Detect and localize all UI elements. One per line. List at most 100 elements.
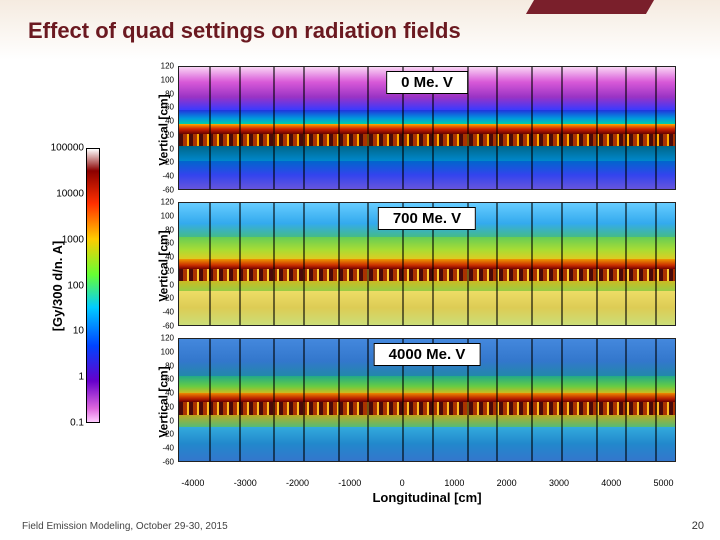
periodic-marker: [367, 203, 369, 325]
y-tick: -40: [162, 444, 174, 453]
colorbar-tick: 10000: [56, 188, 84, 199]
y-tick: 20: [165, 130, 174, 139]
colorbar-label: [Gy/300 d/n. A]: [50, 240, 65, 331]
y-tick: -20: [162, 294, 174, 303]
y-tick: -60: [162, 322, 174, 331]
heatmap-band: [179, 402, 675, 414]
x-tick: 5000: [654, 478, 674, 488]
periodic-marker: [239, 203, 241, 325]
heatmap-band: [179, 146, 675, 161]
y-tick: -40: [162, 172, 174, 181]
periodic-marker: [338, 339, 340, 461]
periodic-marker: [596, 339, 598, 461]
heatmap-plot: 4000 Me. V: [178, 338, 676, 462]
page-number: 20: [692, 520, 704, 532]
periodic-marker: [655, 67, 657, 189]
heatmap-band: [179, 161, 675, 189]
heatmap-band: [179, 110, 675, 125]
periodic-marker: [338, 67, 340, 189]
periodic-marker: [303, 339, 305, 461]
header-accent: [526, 0, 654, 14]
y-tick: 40: [165, 117, 174, 126]
y-tick: 40: [165, 253, 174, 262]
y-tick: -60: [162, 458, 174, 467]
x-tick: 1000: [444, 478, 464, 488]
panel-badge: 4000 Me. V: [374, 343, 481, 366]
periodic-marker: [338, 203, 340, 325]
periodic-marker: [561, 67, 563, 189]
periodic-marker: [596, 203, 598, 325]
y-tick: -20: [162, 158, 174, 167]
colorbar-tick: 0.1: [70, 418, 84, 429]
periodic-marker: [561, 339, 563, 461]
heatmap-plot: 700 Me. V: [178, 202, 676, 326]
y-tick: 60: [165, 375, 174, 384]
periodic-marker: [209, 203, 211, 325]
colorbar: [86, 148, 100, 423]
periodic-marker: [367, 339, 369, 461]
periodic-marker: [496, 339, 498, 461]
y-tick: 60: [165, 239, 174, 248]
heatmap-band: [179, 427, 675, 461]
x-tick: 2000: [497, 478, 517, 488]
periodic-marker: [531, 203, 533, 325]
y-tick: 0: [170, 280, 174, 289]
heatmap-band: [179, 259, 675, 269]
y-tick: 0: [170, 416, 174, 425]
x-tick: -3000: [234, 478, 257, 488]
periodic-marker: [655, 339, 657, 461]
panel-badge: 0 Me. V: [386, 71, 468, 94]
periodic-marker: [596, 67, 598, 189]
periodic-marker: [531, 339, 533, 461]
heatmap-band: [179, 124, 675, 134]
y-tick: 80: [165, 89, 174, 98]
colorbar-tick: 1: [78, 372, 84, 383]
periodic-marker: [625, 67, 627, 189]
periodic-marker: [239, 67, 241, 189]
heatmap-band: [179, 291, 675, 325]
periodic-marker: [496, 203, 498, 325]
heatmap-band: [179, 134, 675, 146]
y-tick: 120: [161, 198, 174, 207]
y-tick: 100: [161, 75, 174, 84]
footer-text: Field Emission Modeling, October 29-30, …: [22, 521, 228, 532]
x-tick: -2000: [286, 478, 309, 488]
periodic-marker: [209, 67, 211, 189]
colorbar-tick: 1000: [62, 234, 84, 245]
x-tick: 4000: [601, 478, 621, 488]
heatmap-band: [179, 237, 675, 259]
y-tick: 60: [165, 103, 174, 112]
y-tick: -60: [162, 186, 174, 195]
colorbar-tick: 10: [73, 326, 84, 337]
y-tick: 20: [165, 402, 174, 411]
y-axis-ticks: 120100806040200-20-40-60: [152, 66, 176, 190]
x-tick: 0: [400, 478, 405, 488]
y-tick: 20: [165, 266, 174, 275]
periodic-marker: [496, 67, 498, 189]
periodic-marker: [273, 339, 275, 461]
heatmap-panel: Vertical [cm]120100806040200-20-40-600 M…: [150, 66, 690, 194]
periodic-marker: [625, 203, 627, 325]
y-tick: -40: [162, 308, 174, 317]
periodic-marker: [239, 339, 241, 461]
y-tick: -20: [162, 430, 174, 439]
periodic-marker: [209, 339, 211, 461]
y-tick: 120: [161, 62, 174, 71]
periodic-marker: [273, 203, 275, 325]
y-tick: 100: [161, 211, 174, 220]
panel-badge: 700 Me. V: [378, 207, 476, 230]
x-tick: 3000: [549, 478, 569, 488]
y-tick: 0: [170, 144, 174, 153]
heatmap-band: [179, 281, 675, 291]
periodic-marker: [273, 67, 275, 189]
periodic-marker: [531, 67, 533, 189]
periodic-marker: [561, 203, 563, 325]
periodic-marker: [303, 203, 305, 325]
y-tick: 40: [165, 389, 174, 398]
x-tick: -4000: [181, 478, 204, 488]
colorbar-tick: 100: [67, 280, 84, 291]
slide-title: Effect of quad settings on radiation fie…: [28, 18, 461, 44]
y-tick: 100: [161, 347, 174, 356]
periodic-marker: [655, 203, 657, 325]
periodic-marker: [303, 67, 305, 189]
